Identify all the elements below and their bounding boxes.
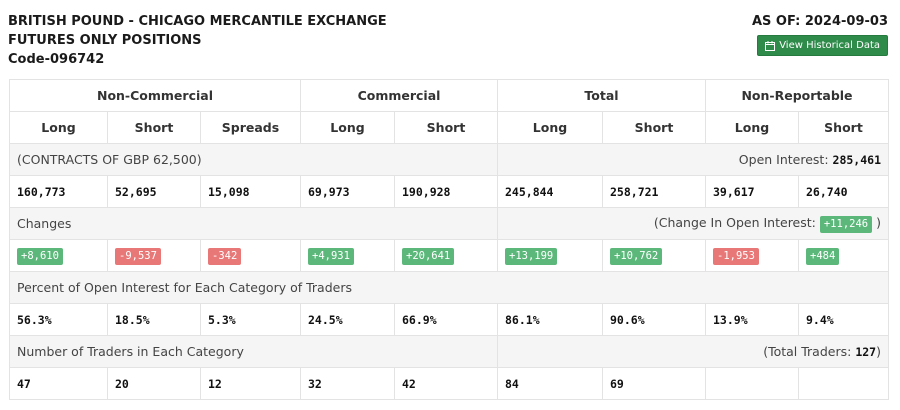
position-cell: 245,844 (497, 175, 603, 208)
change-badge: +13,199 (505, 247, 558, 265)
col-header: Short (394, 111, 498, 144)
group-commercial: Commercial (300, 79, 498, 112)
change-cell: +484 (798, 239, 889, 272)
change-cell: +8,610 (9, 239, 108, 272)
position-cell: 160,773 (9, 175, 108, 208)
as-of-date: AS OF: 2024-09-03 (751, 14, 888, 29)
col-header: Short (798, 111, 889, 144)
traders-label: Number of Traders in Each Category (9, 335, 498, 368)
traders-cell: 84 (497, 367, 603, 400)
open-interest-value: 285,461 (832, 153, 881, 167)
col-header: Spreads (200, 111, 301, 144)
change-cell: +10,762 (602, 239, 706, 272)
report-meta: AS OF: 2024-09-03 View Historical Data (752, 12, 888, 56)
percent-row: 56.3% 18.5% 5.3% 24.5% 66.9% 86.1% 90.6%… (9, 303, 889, 336)
change-badge: -1,953 (713, 247, 759, 265)
positions-row: 160,773 52,695 15,098 69,973 190,928 245… (9, 175, 889, 208)
total-traders-prefix: (Total Traders: (763, 344, 852, 359)
change-cell: -1,953 (705, 239, 799, 272)
change-cell: -9,537 (107, 239, 201, 272)
change-badge: +8,610 (17, 247, 63, 265)
total-traders-value: 127 (855, 345, 877, 359)
contracts-label: (CONTRACTS OF GBP 62,500) (9, 143, 498, 176)
percent-cell: 90.6% (602, 303, 706, 336)
total-traders-cell: (Total Traders: 127) (497, 335, 889, 368)
changes-label: Changes (9, 207, 498, 240)
change-badge: +10,762 (610, 247, 663, 265)
change-badge: +4,931 (308, 247, 354, 265)
change-badge: -342 (208, 247, 242, 265)
traders-cell: 69 (602, 367, 706, 400)
calendar-icon (765, 40, 776, 51)
code-label: Code-096742 (8, 52, 105, 67)
report-title: BRITISH POUND - CHICAGO MERCANTILE EXCHA… (8, 12, 387, 69)
change-open-interest-cell: (Change In Open Interest: +11,246 ) (497, 207, 889, 240)
total-traders-suffix: ) (876, 344, 881, 359)
percent-cell: 9.4% (798, 303, 889, 336)
traders-cell: 20 (107, 367, 201, 400)
positions-table: Non-Commercial Commercial Total Non-Repo… (9, 79, 889, 400)
view-historical-data-label: View Historical Data (779, 40, 880, 51)
contracts-row: (CONTRACTS OF GBP 62,500) Open Interest:… (9, 143, 889, 176)
position-cell: 52,695 (107, 175, 201, 208)
change-oi-prefix: (Change In Open Interest: (653, 214, 816, 230)
col-header: Long (705, 111, 799, 144)
change-oi-suffix: ) (876, 214, 881, 230)
col-header: Long (300, 111, 395, 144)
open-interest-cell: Open Interest: 285,461 (497, 143, 889, 176)
group-header-row: Non-Commercial Commercial Total Non-Repo… (9, 79, 889, 112)
traders-cell (798, 367, 889, 400)
traders-cell: 47 (9, 367, 108, 400)
change-cell: +13,199 (497, 239, 603, 272)
position-cell: 15,098 (200, 175, 301, 208)
change-cell: -342 (200, 239, 301, 272)
percent-cell: 18.5% (107, 303, 201, 336)
change-badge: -9,537 (115, 247, 161, 265)
position-cell: 26,740 (798, 175, 889, 208)
column-header-row: Long Short Spreads Long Short Long Short… (9, 111, 889, 144)
traders-header-row: Number of Traders in Each Category (Tota… (9, 335, 889, 368)
title-line-2: FUTURES ONLY POSITIONS (8, 33, 202, 48)
percent-cell: 5.3% (200, 303, 301, 336)
traders-cell (705, 367, 799, 400)
position-cell: 39,617 (705, 175, 799, 208)
group-non-commercial: Non-Commercial (9, 79, 301, 112)
percent-cell: 86.1% (497, 303, 603, 336)
col-header: Long (9, 111, 108, 144)
percent-cell: 13.9% (705, 303, 799, 336)
position-cell: 69,973 (300, 175, 395, 208)
changes-row: +8,610 -9,537 -342 +4,931 +20,641 +13,19… (9, 239, 889, 272)
col-header: Short (107, 111, 201, 144)
traders-row: 47 20 12 32 42 84 69 (9, 367, 889, 400)
traders-cell: 32 (300, 367, 395, 400)
percent-cell: 56.3% (9, 303, 108, 336)
traders-cell: 42 (394, 367, 498, 400)
col-header: Long (497, 111, 603, 144)
view-historical-data-button[interactable]: View Historical Data (757, 35, 888, 56)
changes-header-row: Changes (Change In Open Interest: +11,24… (9, 207, 889, 240)
group-non-reportable: Non-Reportable (705, 79, 889, 112)
percent-label: Percent of Open Interest for Each Catego… (9, 271, 889, 304)
change-cell: +4,931 (300, 239, 395, 272)
change-cell: +20,641 (394, 239, 498, 272)
percent-cell: 66.9% (394, 303, 498, 336)
percent-cell: 24.5% (300, 303, 395, 336)
traders-cell: 12 (200, 367, 301, 400)
percent-header-row: Percent of Open Interest for Each Catego… (9, 271, 889, 304)
group-total: Total (497, 79, 706, 112)
position-cell: 258,721 (602, 175, 706, 208)
change-oi-badge: +11,246 (819, 215, 873, 233)
title-line-1: BRITISH POUND - CHICAGO MERCANTILE EXCHA… (8, 14, 387, 29)
col-header: Short (602, 111, 706, 144)
change-badge: +484 (806, 247, 840, 265)
position-cell: 190,928 (394, 175, 498, 208)
open-interest-label: Open Interest: (738, 152, 829, 167)
change-badge: +20,641 (402, 247, 455, 265)
